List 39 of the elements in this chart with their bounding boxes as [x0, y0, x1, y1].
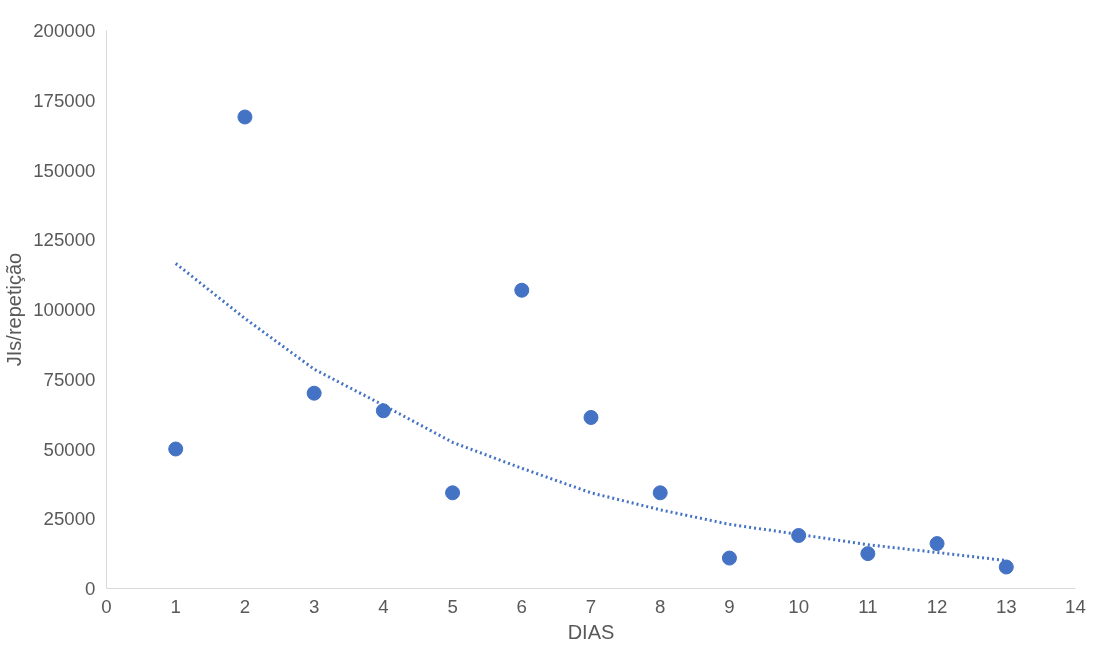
y-axis-title: JIs/repetição	[3, 252, 26, 367]
point	[514, 282, 530, 298]
x-tick-label: 7	[585, 595, 597, 617]
x-tick-label: 1	[170, 595, 181, 617]
x-tick-label: 12	[926, 595, 948, 617]
point	[237, 109, 253, 125]
y-tick-label: 75000	[43, 368, 96, 390]
y-tick-label: 200000	[33, 20, 96, 41]
point	[998, 559, 1014, 575]
x-tick-label: 0	[101, 595, 112, 617]
y-tick-label: 125000	[33, 229, 96, 251]
y-tick-label: 25000	[43, 508, 96, 530]
point	[929, 536, 945, 552]
point	[375, 403, 391, 419]
y-tick-label: 150000	[33, 159, 96, 181]
x-tick-label: 4	[378, 595, 389, 617]
point	[168, 441, 184, 457]
x-tick-label: 6	[516, 595, 527, 617]
point	[791, 528, 807, 543]
y-tick-label: 175000	[33, 89, 96, 111]
point	[652, 485, 668, 501]
point	[860, 546, 876, 562]
x-tick-label: 2	[239, 595, 251, 617]
y-tick-label: 50000	[43, 438, 96, 460]
point	[583, 409, 599, 425]
x-tick-label: 5	[447, 595, 458, 617]
x-tick-label: 8	[655, 595, 666, 617]
point	[721, 550, 737, 566]
point	[306, 385, 322, 401]
x-tick-label: 10	[788, 595, 810, 617]
point	[445, 485, 461, 501]
x-axis-title: DIAS	[567, 620, 615, 643]
x-tick-label: 9	[724, 595, 735, 617]
x-tick-label: 13	[995, 595, 1017, 617]
x-tick-label: 11	[858, 595, 878, 617]
y-tick-label: 100000	[33, 299, 96, 320]
x-tick-label: 3	[308, 595, 320, 617]
x-tick-label: 14	[1065, 595, 1086, 617]
y-tick-label: 0	[85, 578, 96, 599]
